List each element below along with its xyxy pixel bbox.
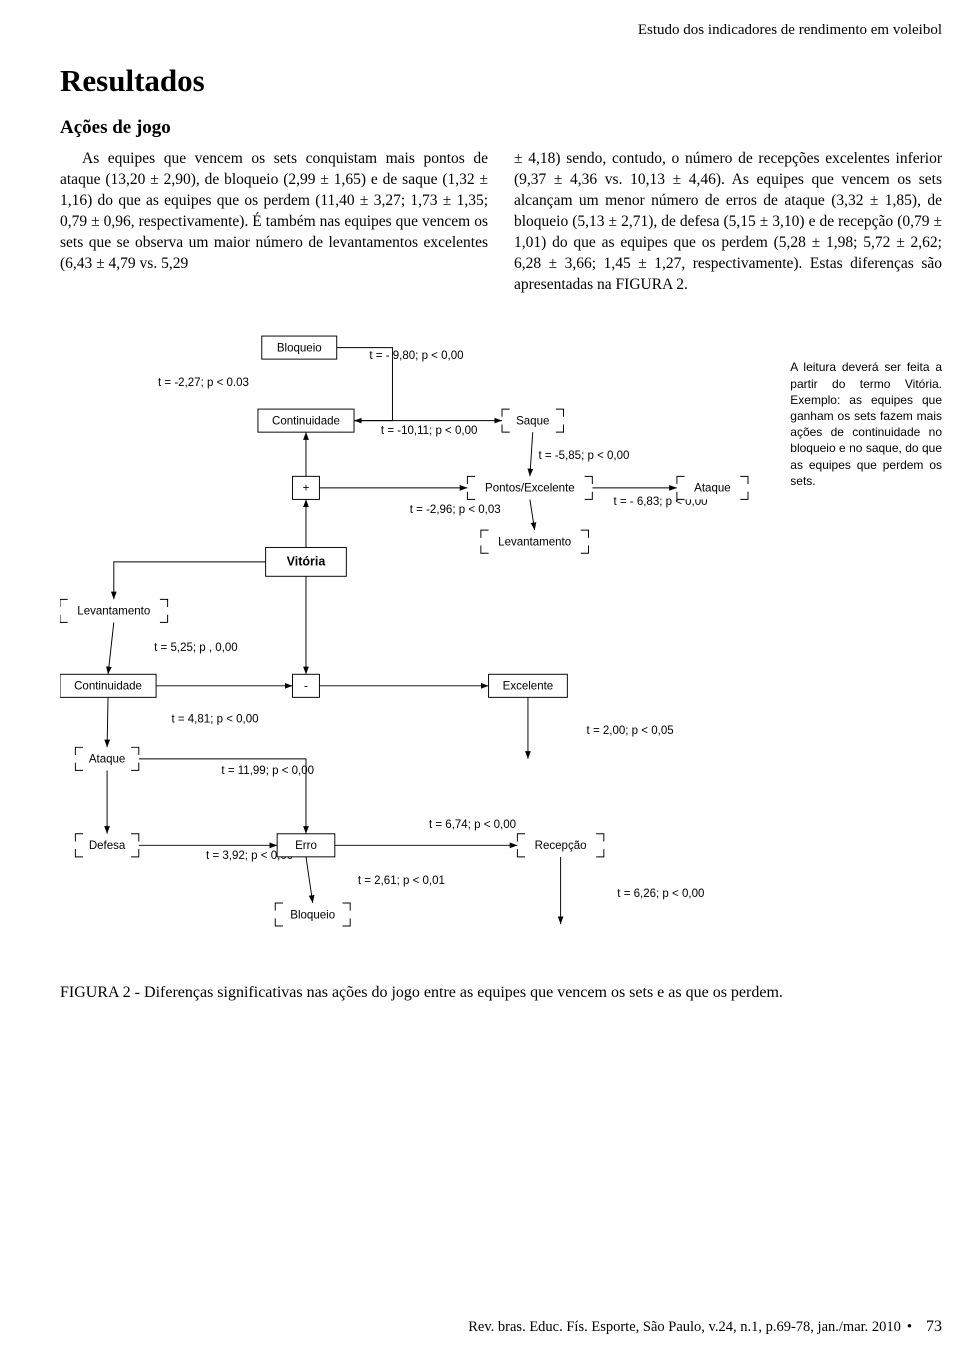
body-columns: As equipes que vencem os sets conquistam… xyxy=(60,149,942,295)
figure-2-caption: FIGURA 2 - Diferenças significativas nas… xyxy=(60,984,942,1002)
svg-text:t = -2,96; p < 0,03: t = -2,96; p < 0,03 xyxy=(410,504,501,516)
svg-text:t = -5,85; p < 0,00: t = -5,85; p < 0,00 xyxy=(539,451,630,463)
page: Estudo dos indicadores de rendimento em … xyxy=(0,0,960,1358)
svg-text:Ataque: Ataque xyxy=(89,754,126,766)
page-footer: Rev. bras. Educ. Fís. Esporte, São Paulo… xyxy=(60,1318,942,1336)
section-title: Resultados xyxy=(60,63,942,99)
footer-separator: • xyxy=(907,1319,912,1336)
svg-text:Levantamento: Levantamento xyxy=(498,537,571,549)
svg-text:Recepção: Recepção xyxy=(535,841,587,853)
svg-text:t = 2,00; p < 0,05: t = 2,00; p < 0,05 xyxy=(587,725,674,737)
svg-text:Continuidade: Continuidade xyxy=(272,416,340,428)
svg-text:Ataque: Ataque xyxy=(694,483,731,495)
paragraph-right: ± 4,18) sendo, contudo, o número de rece… xyxy=(514,149,942,295)
svg-text:Saque: Saque xyxy=(516,416,549,428)
figure-2-diagram: t = - 9,80; p < 0,00 t = -10,11; p < 0,00… xyxy=(60,313,790,947)
svg-text:Erro: Erro xyxy=(295,841,317,853)
svg-text:Bloqueio: Bloqueio xyxy=(290,910,335,922)
svg-text:Defesa: Defesa xyxy=(89,841,126,853)
svg-text:t = 2,61; p < 0,01: t = 2,61; p < 0,01 xyxy=(358,875,445,887)
figure-2: t = - 9,80; p < 0,00 t = -10,11; p < 0,00… xyxy=(60,313,942,947)
svg-text:Continuidade: Continuidade xyxy=(74,681,142,693)
svg-text:t = 6,74; p < 0,00: t = 6,74; p < 0,00 xyxy=(429,819,516,831)
svg-text:Excelente: Excelente xyxy=(503,681,554,693)
subsection-title: Ações de jogo xyxy=(60,117,942,139)
svg-text:Levantamento: Levantamento xyxy=(77,606,150,618)
svg-text:t = 4,81; p < 0,00: t = 4,81; p < 0,00 xyxy=(171,714,258,726)
svg-text:Bloqueio: Bloqueio xyxy=(277,343,322,355)
svg-text:Vitória: Vitória xyxy=(287,555,327,569)
running-header: Estudo dos indicadores de rendimento em … xyxy=(60,22,942,39)
svg-text:t = 5,25; p , 0,00: t = 5,25; p , 0,00 xyxy=(154,643,238,655)
svg-text:t = 6,26; p < 0,00: t = 6,26; p < 0,00 xyxy=(617,889,704,901)
svg-text:t = -2,27; p < 0.03: t = -2,27; p < 0.03 xyxy=(158,377,249,389)
figure-2-sidenote: A leitura deverá ser feita a partir do t… xyxy=(790,313,942,947)
paragraph-left: As equipes que vencem os sets conquistam… xyxy=(60,149,488,295)
svg-text:-: - xyxy=(304,681,308,693)
footer-journal: Rev. bras. Educ. Fís. Esporte, São Paulo… xyxy=(468,1319,901,1336)
svg-text:t = -10,11; p < 0,00: t = -10,11; p < 0,00 xyxy=(381,426,477,438)
svg-text:+: + xyxy=(303,483,310,495)
svg-text:Pontos/Excelente: Pontos/Excelente xyxy=(485,483,575,495)
svg-text:t = - 9,80; p < 0,00: t = - 9,80; p < 0,00 xyxy=(369,351,463,363)
page-number: 73 xyxy=(926,1318,942,1336)
svg-text:t = 11,99; p < 0,00: t = 11,99; p < 0,00 xyxy=(221,766,314,778)
